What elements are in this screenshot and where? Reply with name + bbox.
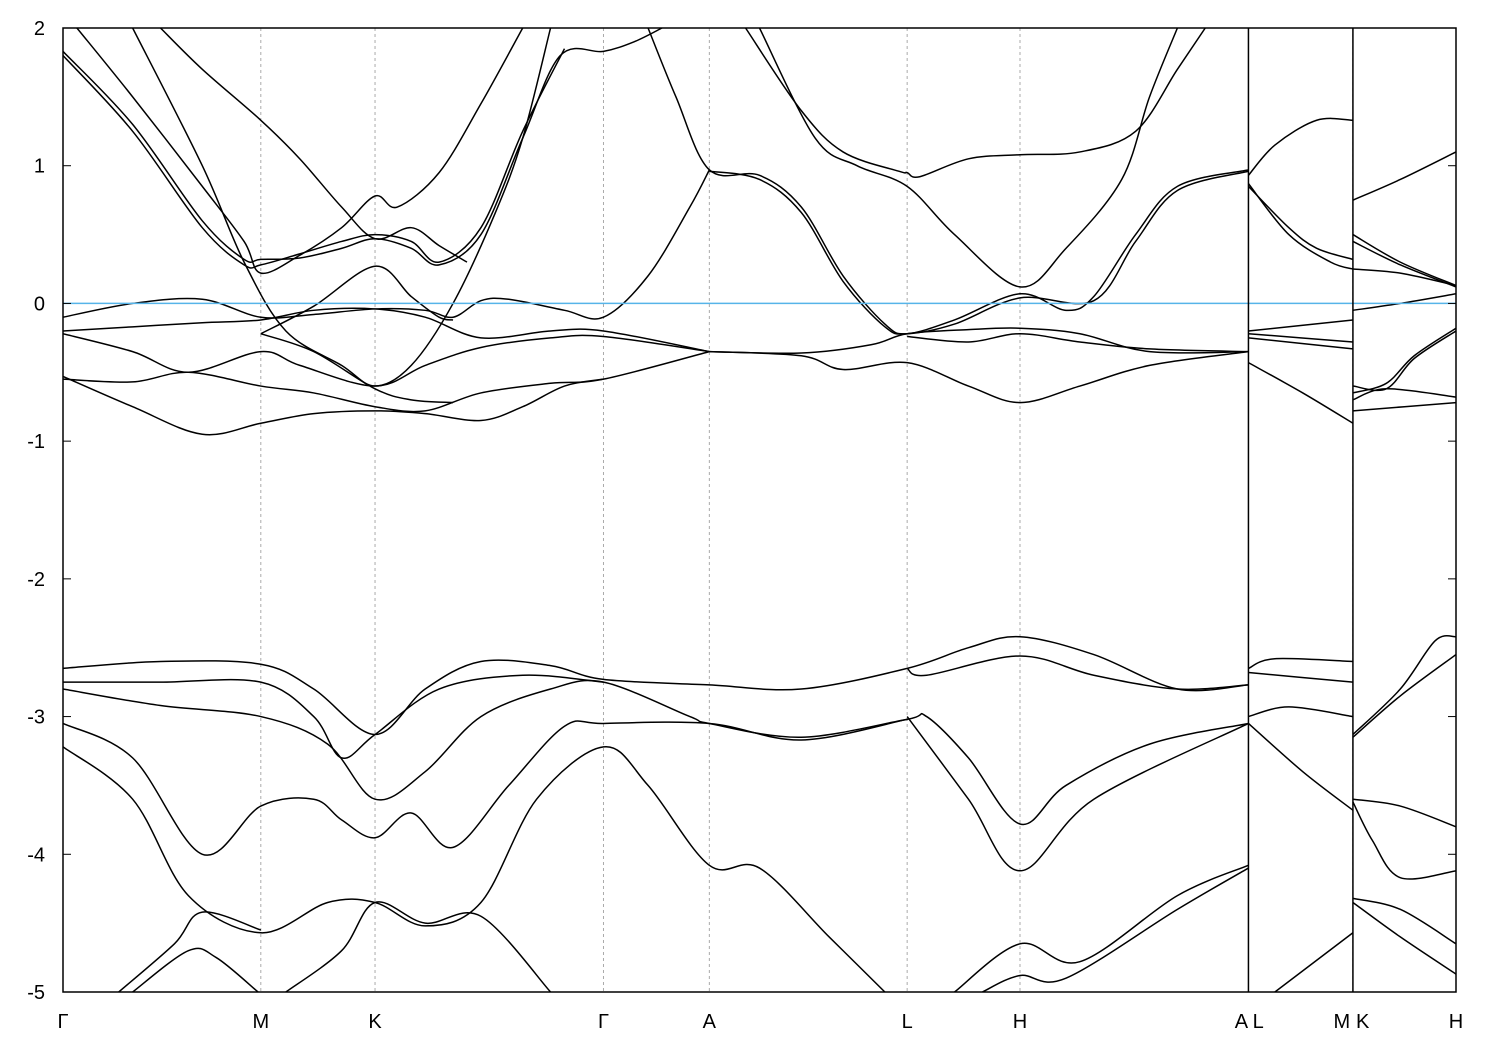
gridlines <box>260 28 1354 992</box>
band-44 <box>906 716 1249 872</box>
band-38 <box>63 679 1249 826</box>
x-tick-label: L <box>902 1011 913 1033</box>
band-29 <box>1352 268 1456 287</box>
band-26 <box>1352 151 1456 201</box>
x-tick-label: H <box>1013 1011 1027 1033</box>
band-41 <box>118 911 262 992</box>
band-31 <box>1352 330 1456 392</box>
band-6 <box>63 169 711 320</box>
y-tick-label: 2 <box>34 18 45 40</box>
band-50 <box>1247 722 1354 811</box>
band-27 <box>1352 233 1456 287</box>
y-tick-label: -3 <box>27 707 45 729</box>
band-20 <box>1247 185 1354 261</box>
band-19 <box>1247 117 1353 176</box>
band-47 <box>1248 657 1353 670</box>
band-40 <box>63 746 886 992</box>
band-46 <box>982 867 1249 992</box>
x-tick-label: M <box>1333 1011 1350 1033</box>
band-32 <box>1352 327 1456 394</box>
y-tick-label: -4 <box>27 844 45 866</box>
band-21 <box>1247 183 1354 270</box>
band-14 <box>758 28 1179 288</box>
band-16 <box>709 350 1249 404</box>
band-23 <box>1248 332 1353 343</box>
band-25 <box>1248 361 1354 424</box>
band-15 <box>744 28 1206 179</box>
band-24 <box>1248 337 1353 350</box>
y-tick-label: -2 <box>27 569 45 591</box>
band-51 <box>1274 932 1354 992</box>
x-tick-label: H <box>1449 1011 1463 1033</box>
y-tick-label: -1 <box>27 431 45 453</box>
band-36 <box>63 674 604 759</box>
plot-frame <box>62 27 1457 993</box>
band-55 <box>1352 801 1456 880</box>
band-30 <box>1352 293 1456 312</box>
x-tick-label: A <box>703 1011 717 1033</box>
band-48 <box>1248 671 1353 683</box>
y-tick-label: -5 <box>27 982 45 1004</box>
band-49 <box>1248 706 1354 718</box>
x-tick-label: Γ <box>57 1011 68 1033</box>
x-tick-label: A <box>1235 1011 1249 1033</box>
band-10 <box>63 375 604 436</box>
band-33 <box>1352 401 1456 412</box>
band-52 <box>1352 635 1456 736</box>
band-13 <box>709 170 1249 335</box>
y-axis-ticks: -5 -4 -3 -2 -1 0 1 2 <box>27 18 1456 1004</box>
band-8 <box>63 332 710 387</box>
band-9 <box>63 350 710 413</box>
band-17 <box>709 327 1249 355</box>
band-5 <box>260 265 454 335</box>
x-tick-label: K <box>368 1011 382 1033</box>
band-35 <box>63 635 1249 736</box>
bands <box>63 28 1456 992</box>
band-57 <box>1352 901 1456 975</box>
band-0 <box>63 28 663 266</box>
band-54 <box>1352 798 1456 828</box>
band-53 <box>1352 653 1456 738</box>
x-tick-label: L <box>1253 1011 1264 1033</box>
band-56 <box>1352 897 1456 945</box>
band-42 <box>132 947 259 992</box>
x-tick-label: M <box>252 1011 269 1033</box>
band-39 <box>63 718 908 856</box>
band-11 <box>260 333 454 404</box>
band-4 <box>159 28 468 263</box>
band-34 <box>1352 388 1456 401</box>
path-breaks <box>1247 28 1354 992</box>
band-43 <box>285 901 552 992</box>
x-tick-label: Γ <box>598 1011 609 1033</box>
y-tick-label: 1 <box>34 156 45 178</box>
x-tick-label: K <box>1356 1011 1370 1033</box>
band-7 <box>63 307 710 353</box>
band-1 <box>63 48 566 269</box>
band-45 <box>954 864 1249 992</box>
band-2 <box>76 28 524 275</box>
band-22 <box>1248 319 1353 332</box>
y-tick-label: 0 <box>34 293 45 315</box>
band-18 <box>907 332 1249 353</box>
band-37 <box>906 655 1249 691</box>
